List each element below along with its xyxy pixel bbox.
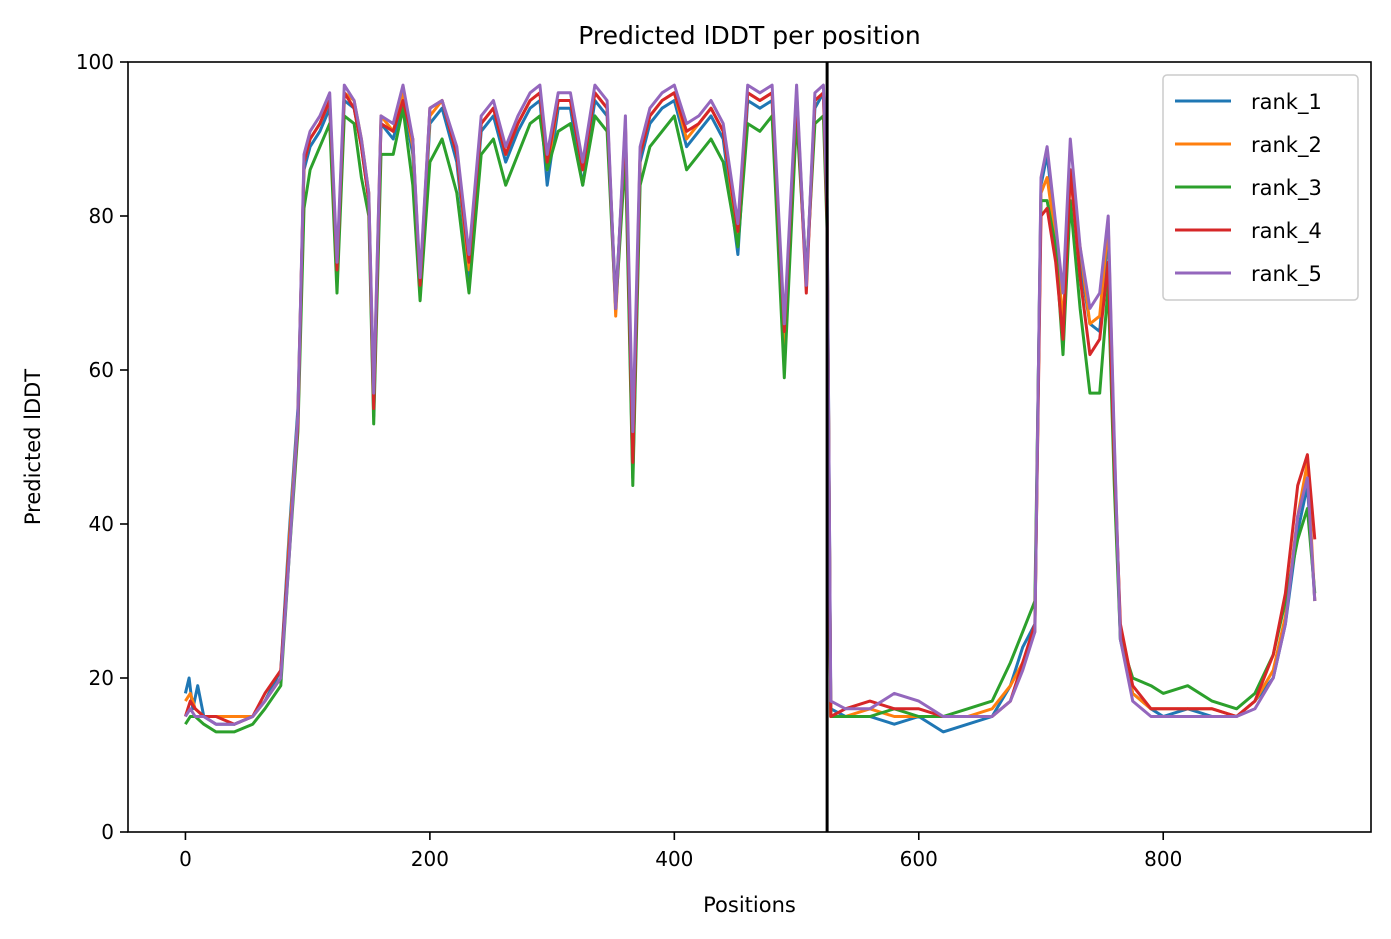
series-line-rank-5 [184,83,1317,726]
y-axis-ticks: 0 20 40 60 80 100 [76,50,128,844]
y-tick-label: 40 [89,512,114,536]
legend-label: rank_5 [1251,262,1322,287]
legend: rank_1 rank_2 rank_3 rank_4 rank_5 [1162,74,1359,301]
plot-frame [127,61,1372,833]
plot-series [183,83,1317,734]
legend-label: rank_2 [1251,133,1322,158]
y-tick-label: 20 [89,666,114,690]
x-tick-label: 200 [411,847,449,871]
y-tick-label: 60 [89,358,114,382]
x-axis-label: Positions [703,893,796,917]
legend-label: rank_3 [1251,176,1322,201]
x-axis-ticks: 0 200 400 600 800 [179,832,1182,871]
legend-label: rank_4 [1251,219,1322,244]
legend-label: rank_1 [1251,90,1322,115]
y-tick-label: 0 [101,820,114,844]
y-tick-label: 80 [89,204,114,228]
x-tick-label: 600 [900,847,938,871]
legend-box [1162,74,1359,301]
x-tick-label: 800 [1144,847,1182,871]
y-axis-label: Predicted lDDT [21,369,45,525]
x-tick-label: 400 [655,847,693,871]
x-tick-label: 0 [179,847,192,871]
chart-title: Predicted lDDT per position [578,21,920,50]
y-tick-label: 100 [76,50,114,74]
